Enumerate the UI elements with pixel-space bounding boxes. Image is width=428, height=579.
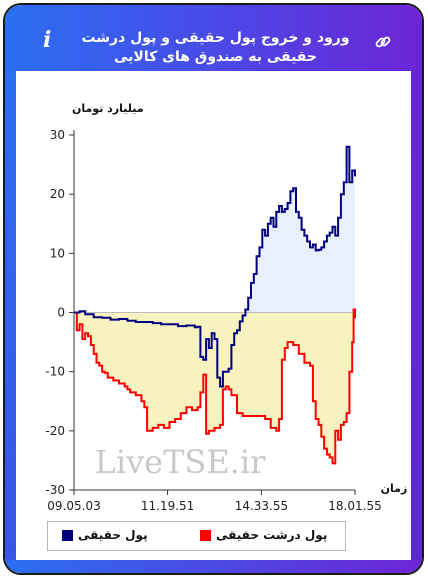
y-tick-label: -30: [45, 483, 65, 497]
legend-label-real: پول حقیقی: [78, 528, 148, 542]
y-axis-label: میلیارد تومان: [72, 102, 144, 115]
legend-swatch-real: [62, 530, 73, 541]
x-tick-label: 11.19.51: [141, 499, 194, 513]
widget-title: ورود و خروج پول حقیقی و پول درشت حقیقی ب…: [81, 30, 350, 65]
series-line-real: [74, 145, 356, 388]
x-tick-label: 18.01.55: [328, 499, 381, 513]
legend-swatch-big-real: [200, 530, 211, 541]
series-line-big-real: [74, 308, 356, 465]
y-tick-label: 0: [57, 306, 65, 320]
x-tick-label: 14.33.55: [235, 499, 288, 513]
y-tick-label: 20: [50, 187, 65, 201]
chart-legend: پول حقیقی پول درشت حقیقی: [47, 521, 346, 551]
x-tick-label: 09.05.03: [47, 499, 100, 513]
positive-area: [74, 146, 355, 313]
y-tick-label: 30: [50, 128, 65, 142]
watermark: LiveTSE.ir: [95, 443, 267, 481]
info-icon[interactable]: i: [43, 27, 52, 53]
y-tick-label: 10: [50, 246, 65, 260]
x-axis-label: زمان: [381, 482, 408, 495]
y-tick-label: -10: [45, 365, 65, 379]
bottom-frame-bar: [5, 560, 422, 573]
left-frame-bar: [5, 71, 16, 573]
y-tick-label: -20: [45, 424, 65, 438]
widget-header: i ورود و خروج پول حقیقی و پول درشت حقیقی…: [5, 5, 422, 71]
link-icon[interactable]: [374, 33, 392, 51]
right-frame-bar: [411, 71, 422, 573]
legend-label-big-real: پول درشت حقیقی: [216, 528, 328, 542]
